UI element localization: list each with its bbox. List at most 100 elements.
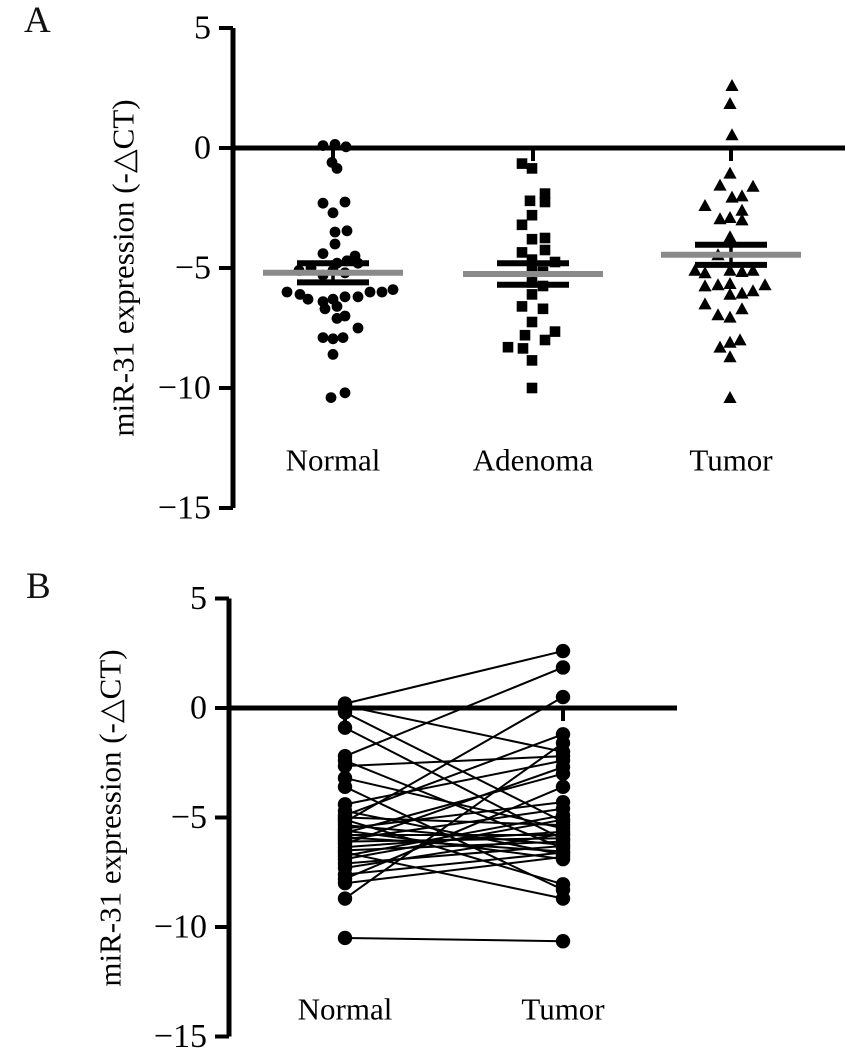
panel-a-normal-point	[317, 140, 329, 152]
panel-a-adenoma-point	[517, 343, 529, 354]
panel-a-adenoma-point	[539, 334, 551, 346]
panel-b-tumor-point	[555, 759, 571, 775]
panel-a-adenoma-point	[516, 219, 528, 231]
panel-a-adenoma-point	[526, 163, 538, 174]
panel-a-normal-point	[294, 289, 306, 300]
panel-a-tumor-point	[723, 97, 737, 109]
panel-a-adenoma-point	[537, 303, 549, 315]
panel-a-tumor-point	[723, 287, 737, 300]
panel-a-normal-point	[329, 226, 341, 238]
panel-b-tumor-point	[555, 877, 571, 892]
panel-b-normal-point	[337, 930, 353, 946]
panel-a-adenoma-point	[526, 289, 538, 300]
panel-a-normal-point	[327, 207, 339, 219]
panel-a-normal-point	[329, 238, 341, 250]
panel-a-normal-point	[340, 141, 352, 153]
panel-a-tumor-point	[711, 308, 725, 321]
panel-b-y-tick-label: 5	[190, 580, 207, 617]
panel-a-tumor-point	[723, 166, 737, 179]
panel-a-normal-point	[339, 196, 351, 208]
panel-a-normal-point	[331, 301, 343, 312]
panel-a-normal-point	[339, 310, 351, 322]
panel-a-tumor-point	[723, 350, 737, 363]
panel-b-y-tick-label: 0	[190, 690, 207, 727]
panel-a-adenoma-point	[539, 188, 551, 199]
panel-b-pair-line	[344, 936, 564, 943]
panel-b-pair-line	[344, 807, 564, 841]
panel-b-pair-line	[344, 696, 564, 823]
panel-b-pair-line	[344, 755, 564, 768]
panel-a-tumor-point	[735, 286, 749, 299]
panel-b-tumor-point	[555, 735, 571, 751]
panel-b-pair-line	[344, 814, 564, 857]
panel-b-tumor-point	[555, 826, 571, 842]
panel-b-tumor-point	[555, 812, 571, 827]
panel-b-y-tick-label: −10	[154, 909, 207, 946]
panel-a-normal-point	[376, 286, 388, 298]
panel-a-tumor-point	[723, 263, 737, 276]
panel-a-tumor-point	[735, 213, 749, 226]
panel-a-y-tick-label: 5	[194, 10, 211, 47]
panel-b-tumor-point	[555, 779, 571, 795]
panel-b-letter: B	[26, 566, 51, 607]
panel-a-normal-point	[281, 286, 293, 298]
panel-a-adenoma-point	[502, 341, 514, 353]
panel-a-normal-point	[339, 291, 351, 303]
panel-a-tumor-point	[713, 340, 727, 353]
panel-a-adenoma-point	[539, 232, 551, 244]
panel-a-adenoma-point	[526, 254, 538, 265]
panel-a-y-tick-label: −10	[158, 370, 211, 407]
panel-b-pair-line	[344, 844, 564, 865]
panel-a-category-label-tumor: Tumor	[689, 443, 773, 478]
panel-a-tumor-point	[698, 199, 712, 211]
panel-a-tumor-point	[698, 279, 712, 292]
panel-b-tumor-point	[555, 689, 571, 705]
panel-a-tumor-point	[723, 391, 737, 403]
panel-a-y-axis-title: miR-31 expression (-△CT)	[106, 99, 141, 436]
panel-a-normal-point	[337, 332, 349, 343]
panel-a-tumor-point	[723, 277, 737, 289]
panel-a-tumor-point	[713, 212, 727, 225]
panel-a-normal-point	[327, 349, 339, 360]
panel-a-normal-point	[387, 284, 399, 295]
panel-a-normal-point	[317, 332, 329, 343]
panel-a-tumor-point	[723, 335, 737, 348]
panel-b-normal-point	[337, 891, 353, 906]
panel-b-pair-line	[344, 855, 564, 885]
panel-a-normal-point	[317, 248, 329, 259]
panel-a-tumor-point	[735, 189, 749, 202]
panel-b-tumor-point	[555, 891, 571, 906]
panel-b-normal-point	[337, 876, 353, 891]
panel-a-tumor-point	[733, 333, 747, 346]
panel-a-normal-point	[302, 293, 314, 305]
panel-b-tumor-point	[555, 849, 571, 865]
panel-b-pair-line	[344, 785, 564, 880]
panel-a-tumor-point	[746, 284, 760, 297]
panel-b-category-label-tumor: Tumor	[521, 992, 605, 1027]
panel-a-normal-point	[341, 225, 353, 237]
panel-a-letter: A	[24, 0, 51, 41]
panel-b-normal-point	[337, 720, 353, 735]
panel-b-pair-line	[344, 801, 564, 830]
panel-b-pair-line	[344, 650, 564, 705]
panel-a-normal-point	[319, 303, 331, 315]
panel-a-normal-point	[339, 387, 351, 399]
panel-b-tumor-point	[555, 643, 571, 659]
panel-a-adenoma-point	[539, 196, 551, 208]
panel-a-tumor-point	[725, 190, 739, 203]
panel-a-adenoma-point	[516, 301, 528, 312]
panel-a-normal-point	[364, 286, 376, 298]
panel-a-normal-point	[327, 333, 339, 345]
panel-a-normal-point	[352, 322, 364, 334]
panel-a-tumor-point	[711, 278, 725, 291]
panel-a-normal-point	[331, 163, 343, 174]
panel-b-pair-line	[344, 772, 564, 834]
panel-a-tumor-point	[698, 266, 712, 279]
panel-a-normal-point	[352, 291, 364, 303]
panel-a-tumor-point	[725, 128, 739, 141]
panel-a-adenoma-point	[526, 209, 538, 221]
panel-a-y-tick-label: −5	[175, 250, 211, 287]
panel-b-pair-line	[344, 832, 564, 869]
panel-b-pair-line	[344, 766, 564, 845]
